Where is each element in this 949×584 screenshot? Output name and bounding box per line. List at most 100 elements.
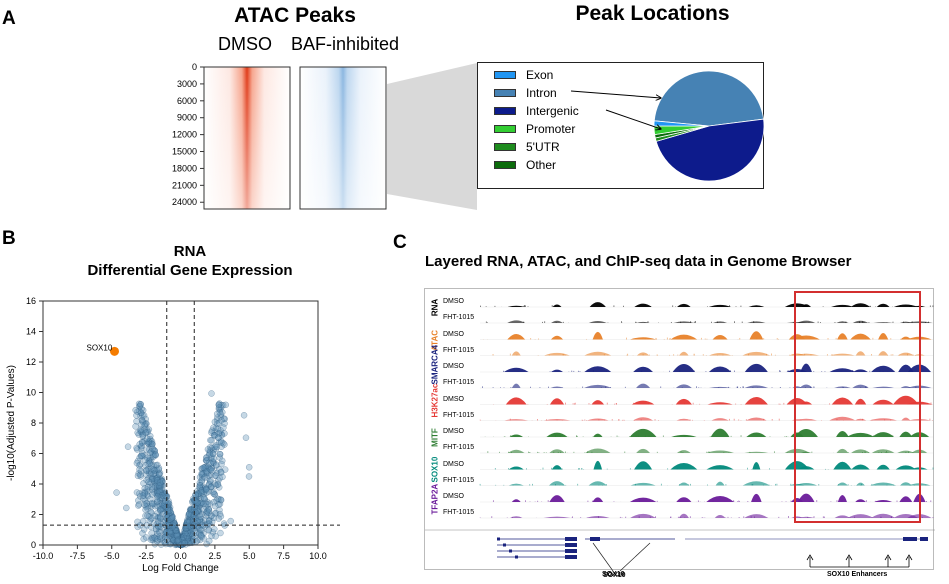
signal-peak xyxy=(742,481,770,486)
gene-point xyxy=(141,426,148,433)
signal-peak xyxy=(793,353,820,356)
gene-point xyxy=(207,466,215,474)
gene-point xyxy=(143,435,151,443)
signal-peak xyxy=(897,450,915,453)
enhancer-arrowhead xyxy=(806,554,814,561)
pie-legend-item: Promoter xyxy=(494,122,575,136)
gene-point xyxy=(154,492,161,500)
signal-peak xyxy=(797,320,816,323)
signal-peak xyxy=(800,363,812,372)
gene-point xyxy=(156,479,164,486)
heatmap-tick-label: 24000 xyxy=(172,197,197,207)
signal-peak xyxy=(795,483,818,486)
signal-peak xyxy=(549,449,565,453)
signal-peak xyxy=(869,418,897,421)
signal-peak xyxy=(893,395,919,405)
signal-peak xyxy=(589,302,606,307)
signal-peak xyxy=(511,499,521,502)
atac-peaks-title: ATAC Peaks xyxy=(234,4,356,27)
x-tick-label: -7.5 xyxy=(70,551,86,561)
signal-peak xyxy=(801,304,812,307)
sox10-gene-label: SOX10 xyxy=(603,572,626,579)
gene-point xyxy=(175,536,182,544)
signal-peak xyxy=(679,351,689,356)
signal-peak xyxy=(706,495,734,502)
y-tick-label: 14 xyxy=(26,327,36,337)
signal-peak xyxy=(509,434,523,437)
gene-point xyxy=(137,400,144,408)
legend-label: Intergenic xyxy=(526,104,579,118)
signal-peak xyxy=(592,331,603,340)
signal-peak xyxy=(830,353,855,356)
signal-peak xyxy=(511,383,521,388)
track-label: FHT-1015 xyxy=(443,314,475,321)
heatmap-tick-label: 12000 xyxy=(172,130,197,140)
heatmap-y-axis: 0 3000 6000 9000 12000 15000 18000 21000 24000 xyxy=(172,62,204,207)
gene-point xyxy=(205,509,212,516)
gene-point xyxy=(211,502,219,510)
signal-peak xyxy=(503,367,529,372)
signal-peak xyxy=(586,515,610,518)
signal-peak xyxy=(871,365,896,372)
legend-label: 5'UTR xyxy=(526,140,560,154)
signal-peak xyxy=(855,351,866,356)
signal-peak xyxy=(550,386,564,388)
x-tick-label: 10.0 xyxy=(309,551,327,561)
signal-peak xyxy=(670,463,698,470)
signal-peak xyxy=(549,398,565,405)
genome-browser-tracks xyxy=(425,302,935,572)
gene-point xyxy=(215,434,222,441)
gene-point xyxy=(194,518,202,525)
y-tick-label: 10 xyxy=(26,388,36,398)
gene-point xyxy=(132,406,139,414)
x-axis-label: Log Fold Change xyxy=(142,563,219,574)
exon-block xyxy=(565,537,577,541)
signal-peak xyxy=(800,401,813,405)
gene-point xyxy=(211,525,218,533)
gene-point xyxy=(148,483,156,491)
signal-peak xyxy=(850,333,871,340)
signal-peak xyxy=(551,369,563,372)
enhancer-arrowhead xyxy=(884,554,892,561)
gene-point xyxy=(146,460,153,467)
legend-swatch xyxy=(494,161,516,169)
x-tick-label: -5.0 xyxy=(104,551,120,561)
signal-peak xyxy=(900,386,911,388)
signal-peak xyxy=(636,448,650,453)
gene-point xyxy=(148,440,156,448)
signal-peak xyxy=(851,464,870,470)
signal-peak xyxy=(593,460,603,470)
signal-peak xyxy=(897,352,914,356)
legend-label: Other xyxy=(526,158,557,172)
gene-point xyxy=(123,504,130,512)
signal-peak xyxy=(855,499,866,502)
track-label: FHT-1015 xyxy=(443,444,475,451)
signal-peak xyxy=(792,335,820,340)
signal-peak xyxy=(856,482,865,486)
gene-point xyxy=(141,456,149,464)
gene-point xyxy=(168,524,176,531)
signal-peak xyxy=(854,418,867,421)
legend-label: Promoter xyxy=(526,122,576,136)
sox10-enhancers-label: SOX10 Enhancers xyxy=(827,571,888,578)
gene-point xyxy=(142,506,149,514)
signal-peak xyxy=(551,465,563,470)
signal-peak xyxy=(636,383,651,388)
signal-peak xyxy=(850,303,871,307)
panel-a-letter: A xyxy=(2,8,16,29)
signal-peak xyxy=(878,351,889,356)
gene-point xyxy=(186,523,194,530)
gene-point xyxy=(215,404,223,411)
pie-legend-item: Intron xyxy=(494,86,557,100)
x-tick-label: -10.0 xyxy=(33,551,54,561)
gene-point xyxy=(136,490,143,497)
atac-heatmaps: 0 3000 6000 9000 12000 15000 18000 21000 24000 xyxy=(172,62,387,210)
gene-point xyxy=(214,425,222,433)
track-label: FHT-1015 xyxy=(443,476,475,484)
track-label: DMSO xyxy=(443,493,464,500)
gene-point xyxy=(147,449,154,457)
gene-point xyxy=(133,459,141,467)
gene-point xyxy=(197,532,205,540)
gene-point xyxy=(207,477,214,484)
gene-point xyxy=(137,471,144,479)
